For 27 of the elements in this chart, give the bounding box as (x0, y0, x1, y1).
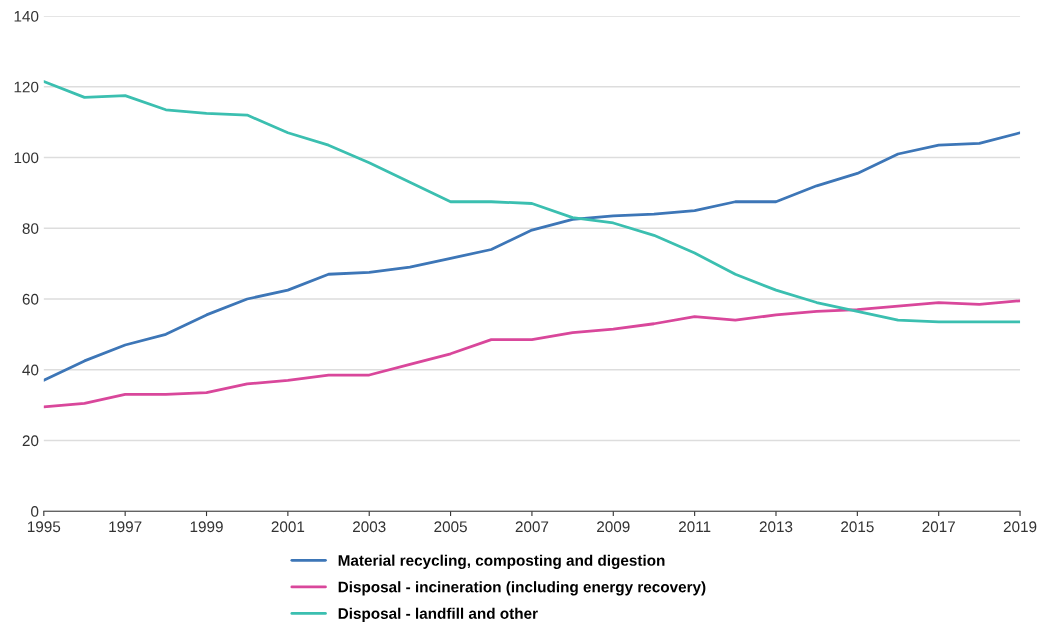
x-tick-label: 2015 (841, 521, 874, 533)
line-series (43, 131, 1021, 382)
x-tick-label: 2007 (515, 521, 549, 533)
legend-label: Disposal - incineration (including energy recovery) (338, 581, 706, 596)
y-tick-label: 140 (14, 10, 39, 22)
legend-label: Material recycling, composting and digestion (338, 554, 665, 569)
x-tick-label: 2009 (597, 521, 630, 533)
x-tick-label: 1999 (190, 521, 223, 533)
y-tick-label: 20 (22, 435, 39, 447)
line-series (43, 80, 1021, 324)
line-series (43, 299, 1021, 409)
x-tick-label: 2001 (271, 521, 305, 533)
y-tick-label: 80 (22, 223, 39, 234)
y-tick-label: 0 (31, 506, 39, 517)
x-tick-label: 2013 (759, 521, 793, 533)
x-tick-label: 2005 (434, 521, 467, 533)
x-tick-label: 2003 (353, 521, 386, 533)
y-tick-label: 100 (14, 152, 39, 164)
x-tick-label: 1995 (27, 521, 61, 533)
y-tick-label: 120 (14, 81, 39, 93)
x-tick-label: 2019 (1003, 521, 1037, 533)
x-tick-label: 1997 (109, 521, 142, 533)
legend-label: Disposal - landfill and other (338, 607, 538, 622)
y-tick-label: 60 (22, 293, 39, 305)
x-tick-label: 2017 (922, 521, 955, 533)
x-tick-label: 2011 (678, 521, 711, 533)
y-tick-label: 40 (22, 364, 39, 376)
